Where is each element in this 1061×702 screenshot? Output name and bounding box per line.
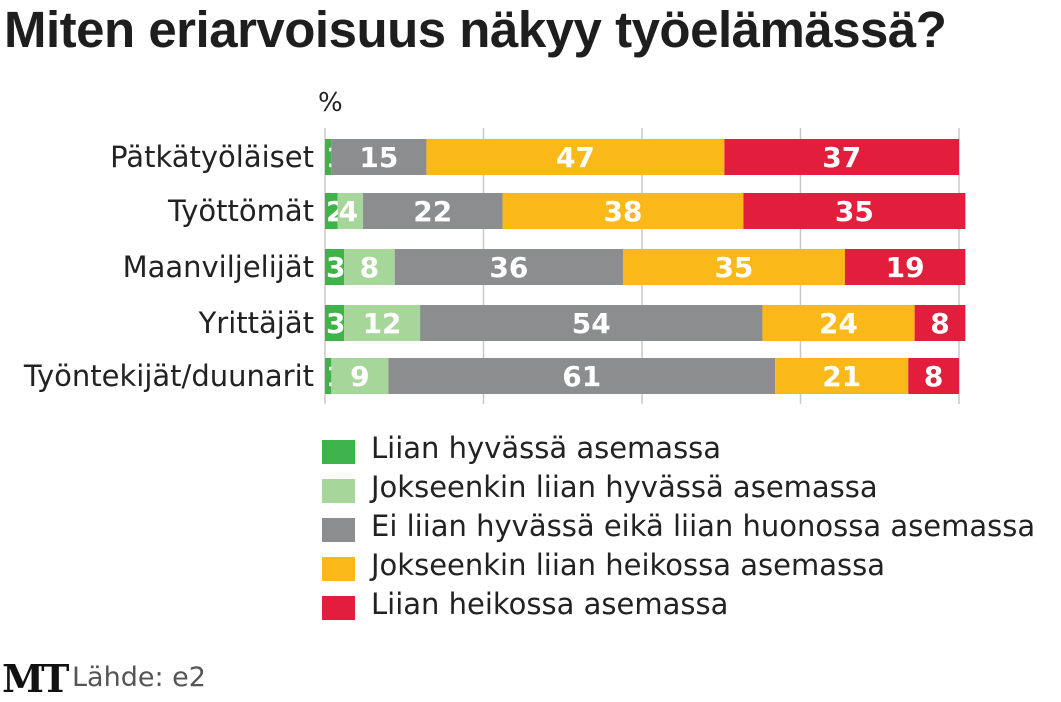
value-label: 38: [603, 195, 642, 228]
chart-plot: 11547372422383538363519312542481961218 P…: [23, 88, 966, 404]
bar-segment: [344, 305, 421, 341]
bar-segment: [325, 193, 338, 229]
value-label: 3: [326, 307, 345, 340]
legend-swatch: [322, 518, 355, 542]
value-label: 22: [413, 195, 452, 228]
value-label: 24: [819, 307, 858, 340]
bar-segment: [344, 249, 395, 285]
bar-segment: [775, 358, 909, 394]
source-note: Lähde: e2: [72, 662, 206, 693]
bar-segment: [331, 139, 427, 175]
bar-segment: [844, 249, 966, 285]
value-label: 35: [835, 195, 874, 228]
bar-segment: [914, 305, 966, 341]
category-label: Työntekijät/duunarit: [23, 359, 314, 393]
category-label: Työttömät: [167, 194, 314, 228]
value-label: 8: [930, 307, 949, 340]
bar-segment: [363, 193, 503, 229]
value-label: 8: [360, 251, 379, 284]
bar-segment: [325, 305, 345, 341]
bar-segment: [394, 249, 623, 285]
value-label: 15: [359, 141, 398, 174]
legend-swatch: [322, 440, 355, 464]
unit-label: %: [318, 88, 343, 118]
value-label: 9: [350, 360, 369, 393]
value-label: 35: [714, 251, 753, 284]
bar-segment: [420, 305, 763, 341]
value-label: 54: [572, 307, 611, 340]
bar-segment: [325, 358, 332, 394]
legend-label: Jokseenkin liian hyvässä asemassa: [371, 470, 878, 504]
bar-segment: [325, 139, 332, 175]
value-label: 4: [339, 195, 358, 228]
bar-segment: [331, 358, 389, 394]
legend-label: Liian heikossa asemassa: [371, 587, 729, 621]
category-label: Yrittäjät: [198, 306, 314, 340]
bar-segment: [325, 249, 345, 285]
legend-swatch: [322, 479, 355, 503]
legend-swatch: [322, 557, 355, 581]
bar-segment: [502, 193, 744, 229]
category-label: Maanviljelijät: [123, 250, 314, 284]
value-label: 37: [822, 141, 861, 174]
value-label: 12: [363, 307, 402, 340]
bar-segment: [426, 139, 725, 175]
legend-label: Ei liian hyvässä eikä liian huonossa ase…: [371, 509, 1036, 543]
bar-segment: [908, 358, 959, 394]
value-label: 21: [822, 360, 861, 393]
value-label: 36: [489, 251, 528, 284]
value-label: 47: [556, 141, 595, 174]
value-label: 8: [924, 360, 943, 393]
legend-label: Jokseenkin liian heikossa asemassa: [371, 548, 885, 582]
value-label: 61: [562, 360, 601, 393]
bar-segment: [388, 358, 776, 394]
bar-segment: [622, 249, 845, 285]
legend-swatch: [322, 596, 355, 620]
category-label: Pätkätyöläiset: [110, 140, 314, 174]
value-label: 19: [886, 251, 925, 284]
mt-logo: MT: [2, 656, 69, 701]
bar-segment: [724, 139, 959, 175]
chart-title: Miten eriarvoisuus näkyy työelämässä?: [4, 1, 947, 58]
value-label: 3: [326, 251, 345, 284]
bar-segment: [743, 193, 966, 229]
bar-segment: [337, 193, 364, 229]
bar-segment: [762, 305, 915, 341]
legend-label: Liian hyvässä asemassa: [371, 431, 722, 465]
